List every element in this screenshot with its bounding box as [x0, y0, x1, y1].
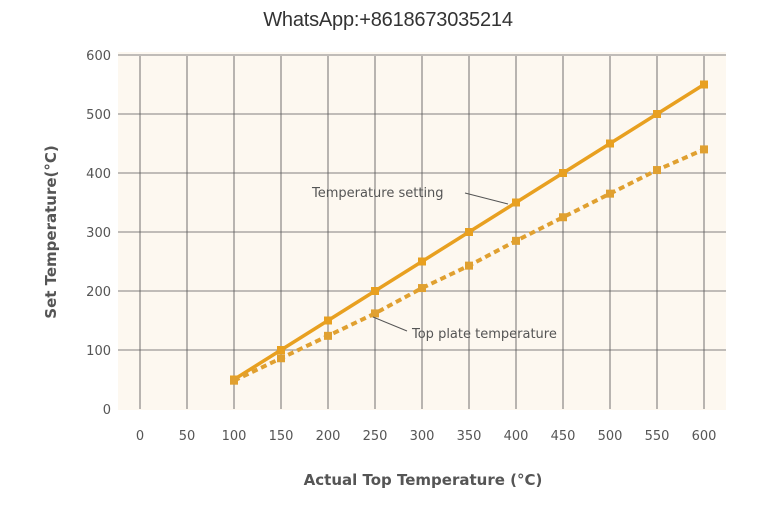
x-tick-label: 450	[551, 429, 576, 444]
data-point-marker	[371, 309, 379, 318]
data-point-marker	[371, 287, 379, 295]
data-point-marker	[512, 198, 520, 207]
data-point-marker	[324, 316, 332, 325]
y-tick-label: 500	[86, 108, 111, 123]
x-tick-label: 600	[692, 429, 717, 444]
data-point-marker	[606, 189, 614, 198]
annotation-leader-line	[464, 192, 509, 205]
data-point-marker	[277, 354, 285, 363]
x-tick-label: 500	[598, 429, 623, 444]
data-point-marker	[324, 331, 332, 340]
y-tick-label: 300	[86, 226, 111, 241]
watermark-text: WhatsApp:+8618673035214	[263, 9, 513, 31]
x-tick-label: 400	[504, 429, 529, 444]
x-tick-label: 150	[269, 429, 294, 444]
x-tick-label: 350	[457, 429, 482, 444]
data-point-marker	[512, 236, 520, 245]
y-axis-title: Set Temperature(°C)	[42, 145, 60, 318]
data-point-marker	[465, 228, 473, 236]
data-point-marker	[418, 257, 426, 266]
x-tick-label: 100	[222, 429, 247, 444]
y-tick-label: 0	[103, 403, 111, 418]
annotation-top-plate-temperature: Top plate temperature	[411, 327, 557, 342]
y-tick-label: 600	[86, 49, 111, 64]
data-point-marker	[606, 139, 614, 148]
x-axis-title: Actual Top Temperature (°C)	[304, 471, 543, 489]
data-point-marker	[653, 166, 661, 175]
data-point-marker	[559, 213, 567, 222]
x-tick-label: 50	[179, 429, 196, 444]
data-point-marker	[230, 376, 238, 385]
x-tick-label: 0	[136, 429, 144, 444]
data-point-marker	[277, 346, 285, 354]
y-tick-label: 400	[86, 167, 111, 182]
y-tick-label: 200	[86, 285, 111, 300]
data-point-marker	[465, 261, 473, 270]
data-point-marker	[700, 80, 708, 89]
annotation-leader-line	[372, 316, 408, 332]
x-tick-label: 550	[645, 429, 670, 444]
x-tick-label: 200	[316, 429, 341, 444]
data-point-marker	[700, 145, 708, 154]
data-point-marker	[559, 169, 567, 177]
x-tick-label: 300	[410, 429, 435, 444]
y-tick-label: 100	[86, 344, 111, 359]
data-point-marker	[418, 284, 426, 293]
data-point-marker	[653, 110, 661, 118]
x-tick-label: 250	[363, 429, 388, 444]
annotation-temperature-setting: Temperature setting	[311, 186, 444, 201]
